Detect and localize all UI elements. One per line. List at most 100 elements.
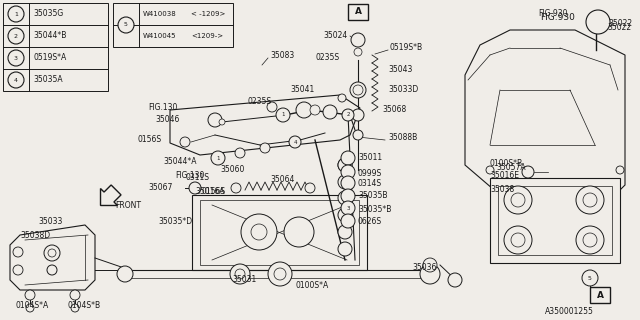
Circle shape <box>341 176 355 190</box>
Text: 2: 2 <box>14 34 18 38</box>
Circle shape <box>208 113 222 127</box>
Circle shape <box>423 258 437 272</box>
Circle shape <box>305 183 315 193</box>
Text: A: A <box>355 7 362 17</box>
Bar <box>498 186 612 255</box>
Circle shape <box>71 304 79 312</box>
Polygon shape <box>465 30 625 215</box>
Circle shape <box>341 151 355 165</box>
Text: 35088B: 35088B <box>388 133 417 142</box>
Bar <box>200 200 359 265</box>
Circle shape <box>310 105 320 115</box>
Text: 0156S: 0156S <box>202 188 226 196</box>
Text: FIG.130: FIG.130 <box>175 171 204 180</box>
Text: 35016A: 35016A <box>195 188 225 196</box>
Circle shape <box>582 270 598 286</box>
Circle shape <box>8 72 24 88</box>
Text: 0100S*A: 0100S*A <box>295 282 328 291</box>
Circle shape <box>8 28 24 44</box>
Text: 0104S*B: 0104S*B <box>68 300 101 309</box>
Circle shape <box>274 268 286 280</box>
Circle shape <box>350 82 366 98</box>
Circle shape <box>338 208 352 222</box>
Circle shape <box>117 266 133 282</box>
Text: FRONT: FRONT <box>115 201 141 210</box>
Text: <1209->: <1209-> <box>191 33 223 39</box>
Circle shape <box>351 33 365 47</box>
Text: 4: 4 <box>293 140 297 145</box>
Text: FIG.930: FIG.930 <box>540 13 575 22</box>
Circle shape <box>511 193 525 207</box>
Circle shape <box>13 247 23 257</box>
Text: 35083: 35083 <box>270 52 294 60</box>
Text: 35057A: 35057A <box>496 164 525 172</box>
Bar <box>490 178 620 263</box>
Circle shape <box>180 137 190 147</box>
Circle shape <box>48 249 56 257</box>
Text: 0311S: 0311S <box>185 173 209 182</box>
Circle shape <box>276 108 290 122</box>
Circle shape <box>260 143 270 153</box>
Circle shape <box>13 265 23 275</box>
Circle shape <box>338 242 352 256</box>
Circle shape <box>353 130 363 140</box>
Circle shape <box>235 269 245 279</box>
Circle shape <box>70 290 80 300</box>
Text: 35064: 35064 <box>270 175 294 185</box>
Polygon shape <box>100 185 121 205</box>
Text: 1: 1 <box>216 156 220 161</box>
Circle shape <box>338 191 352 205</box>
Circle shape <box>583 193 597 207</box>
Circle shape <box>296 102 312 118</box>
Circle shape <box>341 201 355 215</box>
Text: 0104S*A: 0104S*A <box>15 300 48 309</box>
Text: 35068: 35068 <box>382 106 406 115</box>
Text: 0314S: 0314S <box>358 180 382 188</box>
Text: 1: 1 <box>281 113 285 117</box>
Text: 35038D: 35038D <box>20 230 50 239</box>
Text: W410045: W410045 <box>143 33 177 39</box>
Text: 0235S: 0235S <box>248 98 272 107</box>
Bar <box>192 195 367 270</box>
Text: 35033D: 35033D <box>388 85 419 94</box>
Text: 5: 5 <box>588 276 592 281</box>
Circle shape <box>341 189 355 203</box>
Circle shape <box>504 226 532 254</box>
Text: 3: 3 <box>346 205 349 211</box>
Circle shape <box>219 119 225 125</box>
Text: A350001255: A350001255 <box>545 308 594 316</box>
Circle shape <box>352 109 364 121</box>
Text: 35024: 35024 <box>323 31 348 41</box>
Circle shape <box>338 94 346 102</box>
Circle shape <box>241 214 277 250</box>
Text: 35022: 35022 <box>607 23 631 33</box>
Text: 0999S: 0999S <box>358 169 382 178</box>
Circle shape <box>616 166 624 174</box>
Text: 35036: 35036 <box>412 263 436 273</box>
Text: 35046: 35046 <box>155 116 179 124</box>
Circle shape <box>338 158 352 172</box>
Text: 35067: 35067 <box>148 183 172 193</box>
Text: 35035*D: 35035*D <box>158 218 192 227</box>
Circle shape <box>522 166 534 178</box>
Text: 35035A: 35035A <box>33 76 63 84</box>
Text: 35033: 35033 <box>38 218 62 227</box>
Polygon shape <box>10 225 95 290</box>
Text: 5: 5 <box>124 22 128 28</box>
Circle shape <box>448 273 462 287</box>
Text: 1: 1 <box>14 12 18 17</box>
Text: 3: 3 <box>14 55 18 60</box>
Circle shape <box>354 48 362 56</box>
Text: 0156S: 0156S <box>138 135 162 145</box>
Circle shape <box>353 85 363 95</box>
Circle shape <box>511 233 525 247</box>
Text: 2: 2 <box>346 113 349 117</box>
Circle shape <box>189 182 201 194</box>
Circle shape <box>338 225 352 239</box>
Polygon shape <box>170 95 360 155</box>
Circle shape <box>230 264 250 284</box>
Text: < -1209>: < -1209> <box>191 11 225 17</box>
Circle shape <box>231 183 241 193</box>
Text: 35044*A: 35044*A <box>163 157 196 166</box>
Text: 35016E: 35016E <box>490 171 519 180</box>
